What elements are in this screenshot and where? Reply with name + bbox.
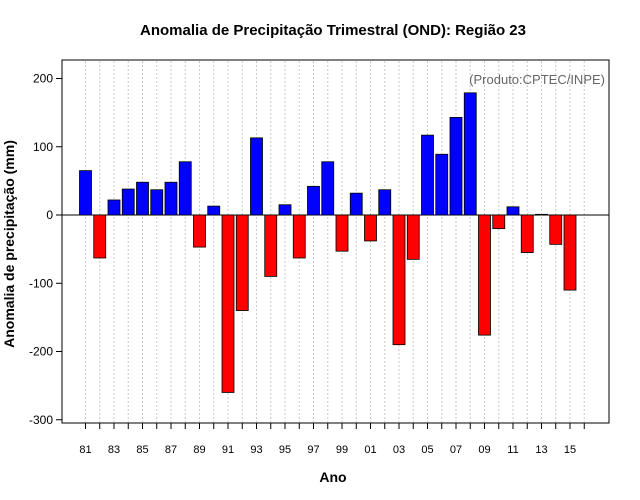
x-tick-label: 15 <box>564 444 576 456</box>
x-tick-label: 93 <box>250 444 262 456</box>
x-tick-label: 81 <box>79 444 91 456</box>
bar-1981 <box>79 170 92 216</box>
bar-2005 <box>421 134 434 216</box>
bar-2014 <box>549 214 563 245</box>
x-tick-label: 99 <box>336 444 348 456</box>
x-tick-label: 03 <box>393 444 405 456</box>
x-tick-label: 95 <box>279 444 291 456</box>
bar-1985 <box>136 181 149 216</box>
bar-1997 <box>307 185 320 216</box>
bar-1986 <box>150 189 164 216</box>
x-tick-label: 91 <box>222 444 234 456</box>
y-axis: 200 100 0 -100 -200 -300 <box>29 72 62 427</box>
x-axis: 81 83 85 87 89 91 93 95 97 99 01 03 05 07 09 11 13 15 <box>79 423 585 456</box>
x-tick-label: 11 <box>507 444 518 456</box>
plot-frame <box>61 59 610 424</box>
y-tick-label: 200 <box>33 72 53 86</box>
x-tick-label: 85 <box>136 444 148 456</box>
bar-1998 <box>321 161 335 216</box>
bar-2000 <box>349 192 363 216</box>
y-tick-label: -200 <box>29 345 53 359</box>
x-tick-label: 83 <box>108 444 120 456</box>
bar-2007 <box>449 117 463 216</box>
credit-label: (Produto:CPTEC/INPE) <box>469 72 605 87</box>
bar-2001 <box>364 214 377 242</box>
x-tick-label: 05 <box>421 444 433 456</box>
bar-1982 <box>93 214 107 259</box>
bar-2003 <box>392 214 406 346</box>
bar-2010 <box>492 214 506 230</box>
bar-1992 <box>235 214 249 311</box>
y-tick-label: -100 <box>29 276 53 290</box>
bars <box>79 92 577 393</box>
bar-2006 <box>435 153 449 216</box>
x-tick-label: 07 <box>450 444 462 456</box>
vertical-gridlines <box>85 61 585 422</box>
bar-1983 <box>107 199 121 216</box>
bar-1989 <box>193 214 206 248</box>
x-tick-label: 89 <box>193 444 205 456</box>
x-tick-label: 13 <box>535 444 547 456</box>
bar-1984 <box>121 188 135 216</box>
bar-2002 <box>378 189 392 216</box>
bar-2013 <box>535 213 548 216</box>
x-tick-label: 97 <box>307 444 319 456</box>
y-axis-title: Anomalia de precipitação (mm) <box>1 140 17 348</box>
x-tick-label: 87 <box>165 444 177 456</box>
bar-1996 <box>292 214 306 259</box>
bar-1990 <box>207 205 221 216</box>
bar-2015 <box>563 214 577 291</box>
x-axis-title: Ano <box>319 469 346 485</box>
y-tick-label: -300 <box>29 413 53 427</box>
bar-1993 <box>250 137 263 216</box>
x-tick-label: 09 <box>478 444 490 456</box>
bar-2009 <box>478 214 491 336</box>
bar-1988 <box>178 161 192 216</box>
y-tick-label: 0 <box>46 208 53 222</box>
y-tick-label: 100 <box>33 140 53 154</box>
chart-title: Anomalia de Precipitação Trimestral (OND… <box>140 22 526 39</box>
bar-1995 <box>278 204 292 216</box>
bar-2004 <box>406 214 420 260</box>
bar-2011 <box>506 206 520 216</box>
x-tick-label: 01 <box>364 444 376 456</box>
bar-1987 <box>164 181 178 216</box>
bar-2008 <box>463 92 477 216</box>
bar-1994 <box>264 214 278 277</box>
bar-1991 <box>221 214 235 393</box>
bar-1999 <box>335 214 349 252</box>
bar-2012 <box>520 214 534 253</box>
